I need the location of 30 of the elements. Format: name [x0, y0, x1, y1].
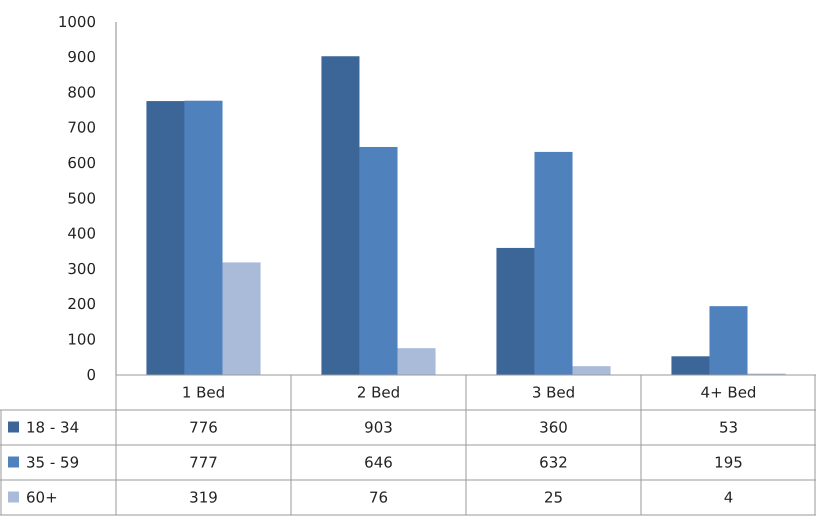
y-tick-label: 500 [67, 189, 96, 208]
data-label: 25 [544, 488, 564, 506]
y-tick-label: 400 [67, 224, 96, 243]
data-label: 53 [718, 418, 738, 436]
y-tick-label: 0 [86, 366, 96, 384]
data-label: 195 [714, 454, 743, 472]
y-tick-label: 100 [67, 330, 96, 348]
y-tick-label: 600 [67, 154, 96, 172]
legend-label: 60+ [26, 488, 58, 506]
y-tick-label: 800 [67, 83, 96, 102]
data-label: 319 [189, 488, 218, 506]
data-label: 776 [189, 418, 218, 436]
y-tick-label: 1000 [58, 12, 96, 31]
x-tick-label: 2 Bed [356, 384, 400, 402]
data-label: 360 [539, 418, 568, 436]
x-tick-label: 3 Bed [532, 384, 576, 402]
data-label: 903 [364, 418, 393, 436]
x-tick-label: 1 Bed [182, 384, 226, 402]
y-tick-label: 900 [67, 48, 96, 66]
data-label: 646 [364, 454, 393, 472]
data-label: 777 [189, 454, 218, 472]
data-label: 4 [724, 488, 734, 506]
y-tick-label: 200 [67, 295, 96, 314]
y-tick-label: 700 [67, 118, 96, 137]
legend-label: 18 - 34 [26, 418, 80, 436]
data-label: 76 [368, 488, 388, 506]
data-label: 632 [539, 454, 568, 472]
x-tick-label: 4+ Bed [700, 384, 756, 402]
y-tick-label: 300 [67, 260, 96, 278]
legend-label: 35 - 59 [26, 454, 80, 472]
